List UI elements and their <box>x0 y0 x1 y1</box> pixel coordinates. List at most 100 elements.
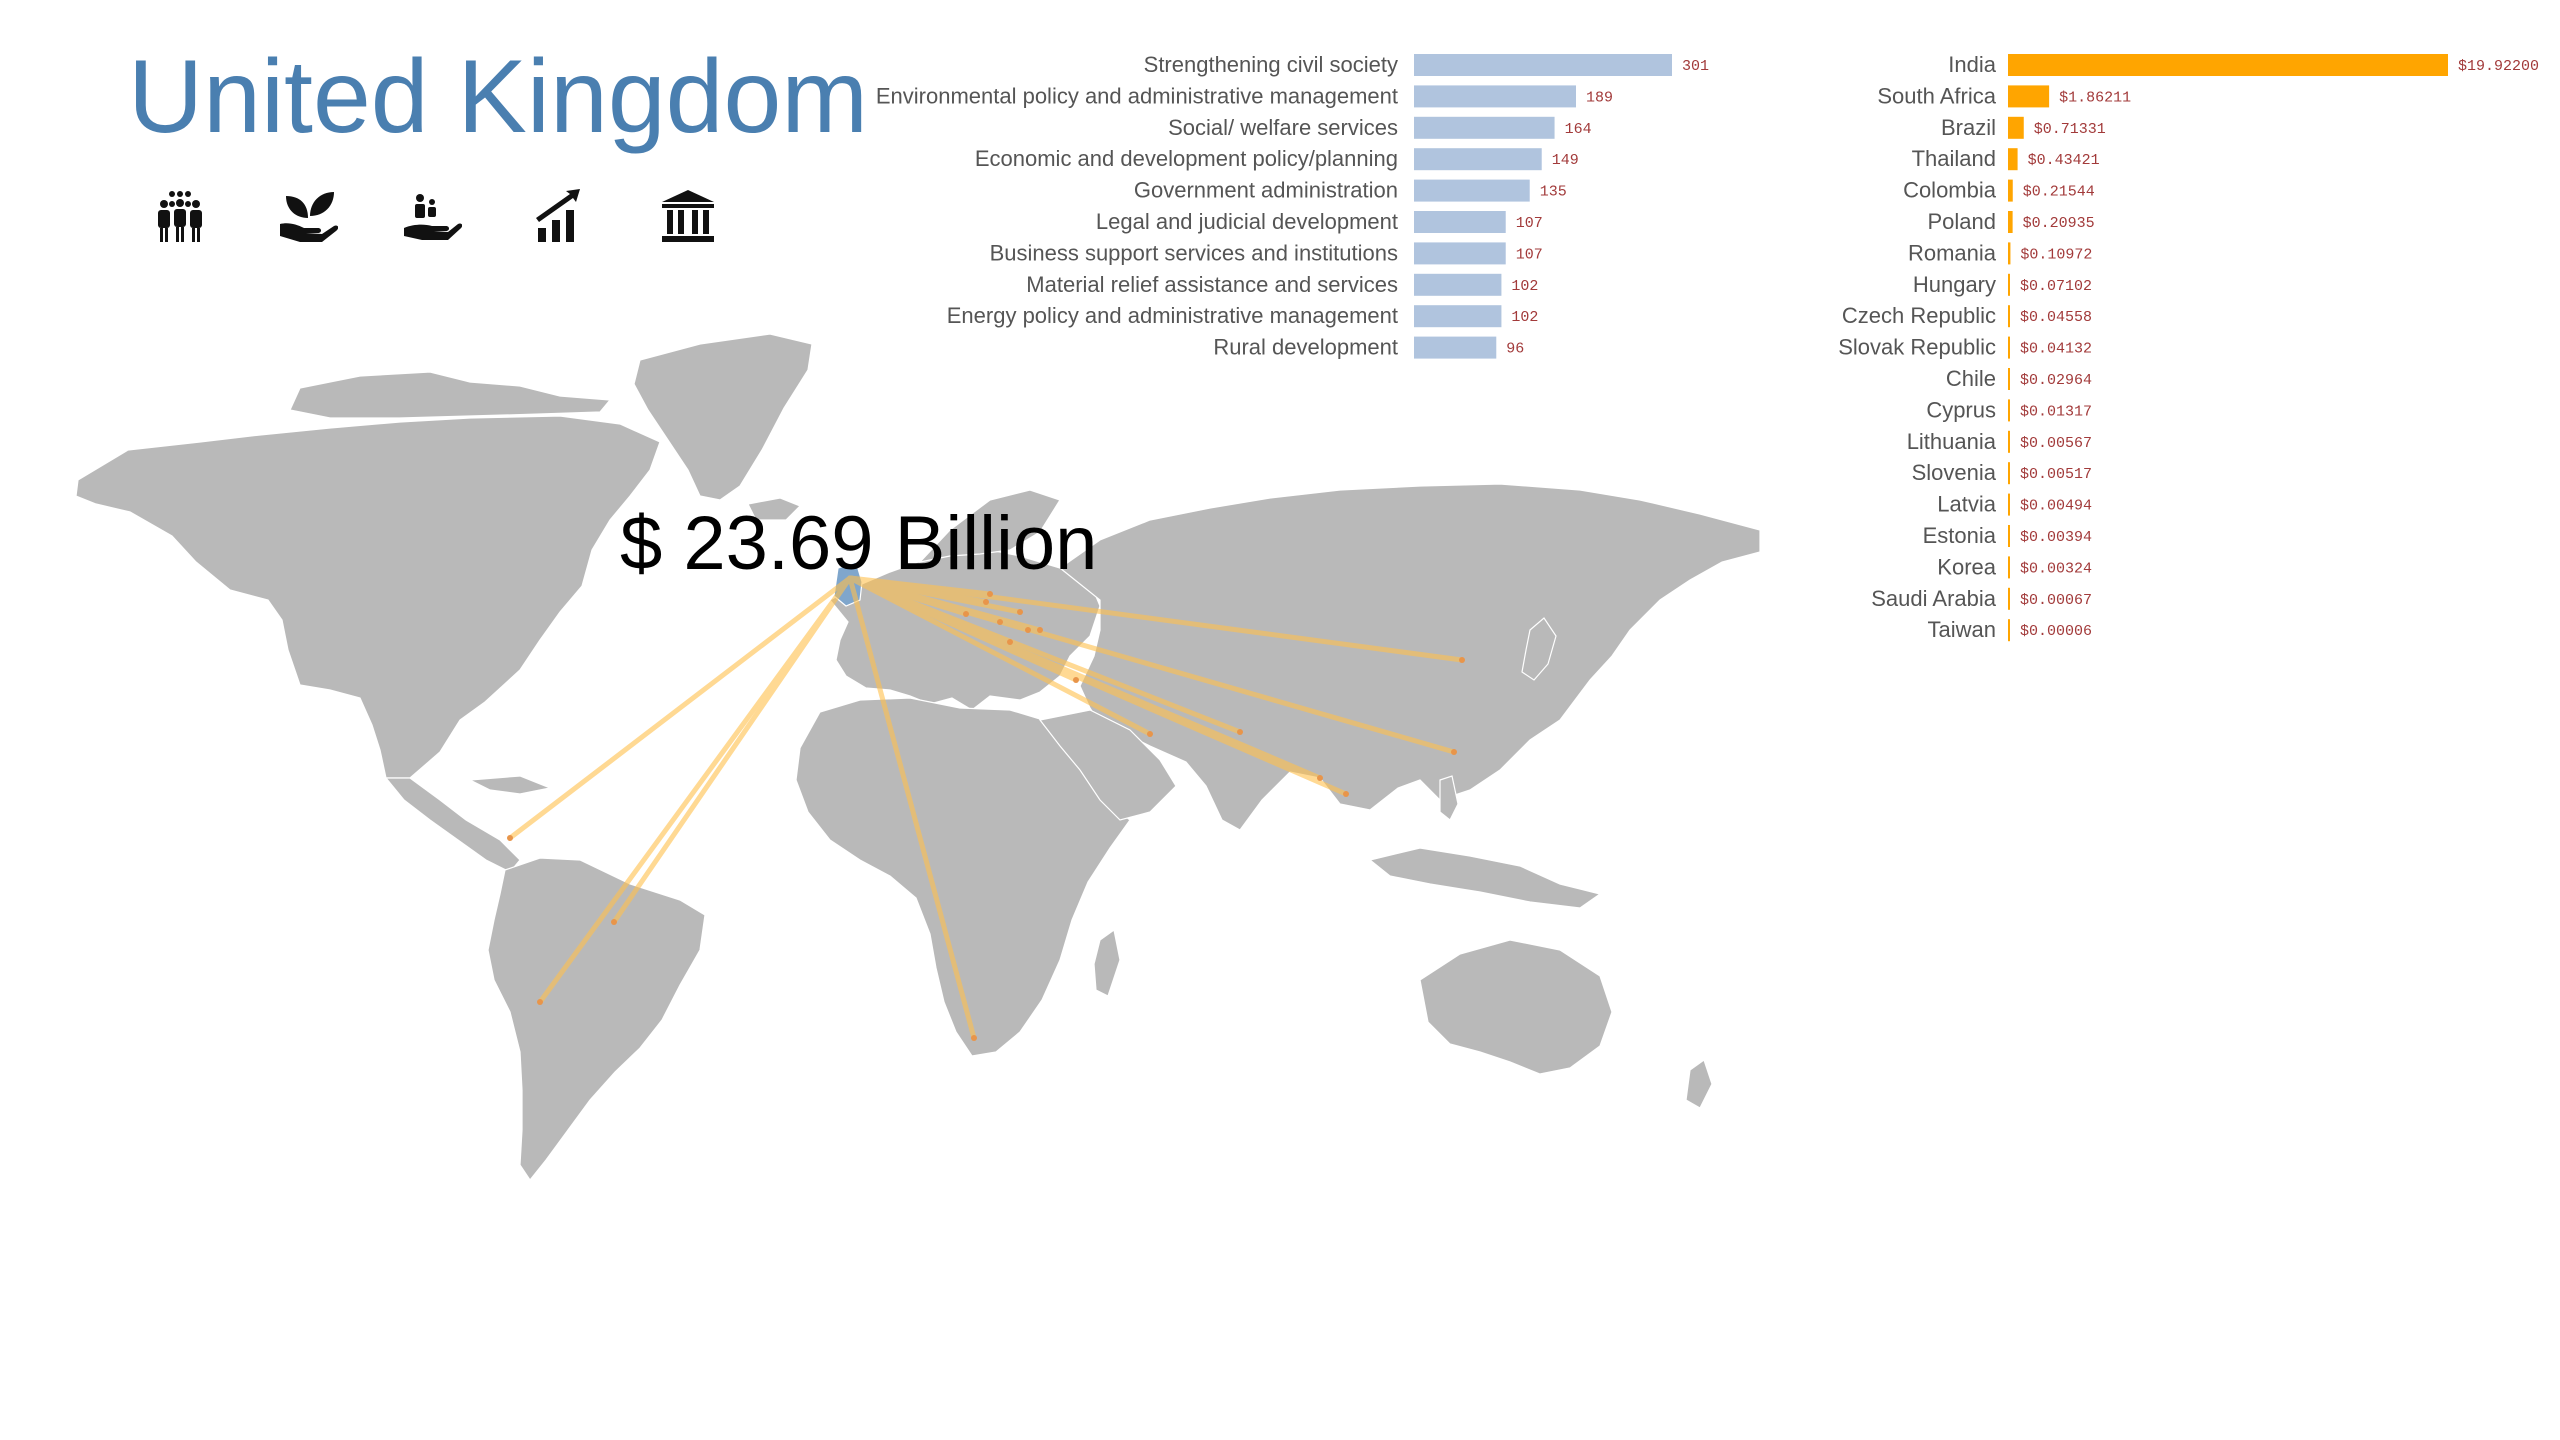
sector-value-label: 102 <box>1511 278 1538 295</box>
seedling-hand-icon <box>276 186 340 246</box>
sector-bar <box>1414 211 1506 233</box>
flow-destination-dot <box>1147 731 1153 737</box>
country-category-label: India <box>1948 52 1996 77</box>
country-value-label: $0.43421 <box>2028 152 2100 169</box>
country-bar <box>2008 399 2010 422</box>
country-category-label: Hungary <box>1913 272 1996 297</box>
country-value-label: $0.20935 <box>2023 215 2095 232</box>
flow-destination-dot <box>1017 609 1023 615</box>
country-category-label: Chile <box>1946 366 1996 391</box>
sector-value-label: 135 <box>1540 184 1567 201</box>
country-category-label: Poland <box>1927 209 1996 234</box>
country-category-label: Slovenia <box>1912 460 1997 485</box>
country-value-label: $0.21544 <box>2023 184 2095 201</box>
country-value-label: $0.04132 <box>2020 341 2092 358</box>
flow-line <box>507 575 853 841</box>
country-category-label: Cyprus <box>1926 397 1996 422</box>
sector-bar <box>1414 85 1576 108</box>
arabia-landmass <box>1038 709 1177 821</box>
flow-line <box>847 575 977 1041</box>
country-bar-chart: India $19.92200 South Africa $1.86211 Brazil… <box>1838 52 2539 642</box>
country-category-label: Saudi Arabia <box>1871 586 1997 611</box>
arctic-islands-landmass <box>289 371 612 419</box>
country-bar <box>2008 242 2011 265</box>
flow-destination-dot <box>537 999 543 1005</box>
country-category-label: Brazil <box>1941 115 1996 140</box>
country-bar <box>2008 368 2010 390</box>
country-category-label: Estonia <box>1923 523 1997 548</box>
sector-category-label: Environmental policy and administrative … <box>876 83 1398 108</box>
sector-category-label: Energy policy and administrative managem… <box>947 303 1398 328</box>
australia-landmass <box>1419 939 1613 1075</box>
country-bar <box>2008 619 2010 642</box>
sector-category-label: Material relief assistance and services <box>1026 272 1398 297</box>
flow-destination-dot <box>983 599 989 605</box>
sector-category-label: Strengthening civil society <box>1144 52 1398 77</box>
country-title: United Kingdom <box>128 39 868 155</box>
country-value-label: $0.10972 <box>2020 246 2092 263</box>
country-bar <box>2008 273 2010 296</box>
country-bar <box>2008 556 2010 579</box>
north-america-landmass <box>75 415 661 779</box>
sector-value-label: 107 <box>1516 246 1543 263</box>
sector-category-label: Business support services and institutio… <box>990 240 1398 265</box>
country-category-label: Lithuania <box>1907 429 1997 454</box>
country-category-label: Taiwan <box>1928 617 1996 642</box>
sector-value-label: 107 <box>1516 215 1543 232</box>
sector-category-label: Government administration <box>1134 178 1398 203</box>
sector-category-label: Economic and development policy/planning <box>975 146 1398 171</box>
country-bar <box>2008 336 2010 359</box>
country-value-label: $1.86211 <box>2059 89 2131 106</box>
scandinavia-landmass <box>918 489 1061 563</box>
flow-destination-dot <box>1025 627 1031 633</box>
flow-destination-dot <box>1073 677 1079 683</box>
new-zealand-landmass <box>1685 1059 1713 1109</box>
greenland-landmass <box>633 333 813 501</box>
japan-landmass <box>1521 617 1557 681</box>
country-category-label: Latvia <box>1937 492 1996 517</box>
country-value-label: $0.02964 <box>2020 372 2092 389</box>
country-category-label: Slovak Republic <box>1838 335 1996 360</box>
flow-destination-dot <box>971 1035 977 1041</box>
people-group-icon <box>148 186 212 246</box>
country-category-label: Colombia <box>1903 178 1997 203</box>
total-amount: $ 23.69 Billion <box>620 501 1098 586</box>
country-bar <box>2008 179 2013 202</box>
flow-line <box>847 575 1153 737</box>
flow-line <box>847 575 1349 797</box>
sector-category-label: Social/ welfare services <box>1168 115 1398 140</box>
flow-destination-dot <box>611 919 617 925</box>
sector-bar <box>1414 54 1672 76</box>
country-value-label: $0.01317 <box>2020 403 2092 420</box>
sector-bar <box>1414 116 1555 139</box>
country-category-label: Romania <box>1908 240 1997 265</box>
country-value-label: $0.00394 <box>2020 529 2092 546</box>
country-bar <box>2008 462 2010 485</box>
country-bar <box>2008 525 2010 547</box>
flow-destination-dot <box>1451 749 1457 755</box>
country-value-label: $0.00006 <box>2020 623 2092 640</box>
country-value-label: $0.00324 <box>2020 560 2092 577</box>
sector-category-label: Legal and judicial development <box>1096 209 1398 234</box>
country-value-label: $0.00067 <box>2020 592 2092 609</box>
flow-destination-dot <box>1007 639 1013 645</box>
country-bar <box>2008 54 2448 76</box>
sector-bar <box>1414 336 1497 359</box>
country-value-label: $0.00517 <box>2020 466 2092 483</box>
country-category-label: Thailand <box>1912 146 1996 171</box>
government-building-icon <box>656 186 720 246</box>
flow-line <box>537 575 853 1005</box>
country-bar <box>2008 305 2010 328</box>
central-america-landmass <box>384 777 521 873</box>
flow-destination-dot <box>987 591 993 597</box>
sector-value-label: 301 <box>1682 58 1709 75</box>
country-category-label: Czech Republic <box>1842 303 1996 328</box>
sector-bar <box>1414 305 1502 328</box>
country-bar <box>2008 148 2018 171</box>
sector-value-label: 149 <box>1552 152 1579 169</box>
sector-value-label: 164 <box>1565 121 1592 138</box>
flow-lines <box>507 575 1465 1041</box>
country-value-label: $0.07102 <box>2020 278 2092 295</box>
flow-destination-dot <box>1459 657 1465 663</box>
country-bar <box>2008 85 2050 108</box>
